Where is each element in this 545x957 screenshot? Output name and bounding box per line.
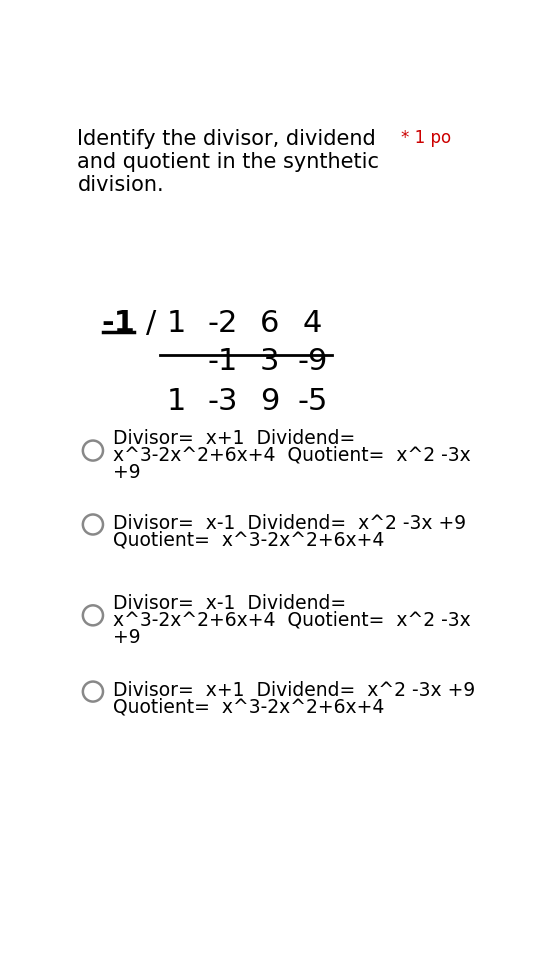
Text: * 1 po: * 1 po bbox=[401, 128, 451, 146]
Text: x^3-2x^2+6x+4  Quotient=  x^2 -3x: x^3-2x^2+6x+4 Quotient= x^2 -3x bbox=[113, 446, 471, 465]
Text: 6: 6 bbox=[260, 309, 280, 338]
Text: division.: division. bbox=[77, 175, 164, 195]
Text: 4: 4 bbox=[302, 309, 322, 338]
Text: -1: -1 bbox=[208, 347, 238, 376]
Text: Divisor=  x+1  Dividend=  x^2 -3x +9: Divisor= x+1 Dividend= x^2 -3x +9 bbox=[113, 680, 475, 700]
Text: and quotient in the synthetic: and quotient in the synthetic bbox=[77, 152, 379, 172]
Text: 9: 9 bbox=[260, 388, 280, 416]
Text: -3: -3 bbox=[208, 388, 238, 416]
Text: 1: 1 bbox=[167, 388, 186, 416]
Text: x^3-2x^2+6x+4  Quotient=  x^2 -3x: x^3-2x^2+6x+4 Quotient= x^2 -3x bbox=[113, 611, 471, 630]
Text: -9: -9 bbox=[297, 347, 328, 376]
Text: Quotient=  x^3-2x^2+6x+4: Quotient= x^3-2x^2+6x+4 bbox=[113, 698, 384, 717]
Text: +9: +9 bbox=[113, 628, 141, 647]
Text: +9: +9 bbox=[113, 463, 141, 482]
Text: 3: 3 bbox=[260, 347, 280, 376]
Text: Divisor=  x-1  Dividend=  x^2 -3x +9: Divisor= x-1 Dividend= x^2 -3x +9 bbox=[113, 514, 466, 533]
Text: -2: -2 bbox=[208, 309, 238, 338]
Text: -1: -1 bbox=[101, 309, 136, 338]
Text: Identify the divisor, dividend: Identify the divisor, dividend bbox=[77, 128, 376, 148]
Text: Divisor=  x-1  Dividend=: Divisor= x-1 Dividend= bbox=[113, 593, 346, 612]
Text: /: / bbox=[146, 309, 156, 338]
Text: -5: -5 bbox=[297, 388, 328, 416]
Text: Quotient=  x^3-2x^2+6x+4: Quotient= x^3-2x^2+6x+4 bbox=[113, 530, 384, 549]
Text: 1: 1 bbox=[167, 309, 186, 338]
Text: Divisor=  x+1  Dividend=: Divisor= x+1 Dividend= bbox=[113, 429, 355, 448]
